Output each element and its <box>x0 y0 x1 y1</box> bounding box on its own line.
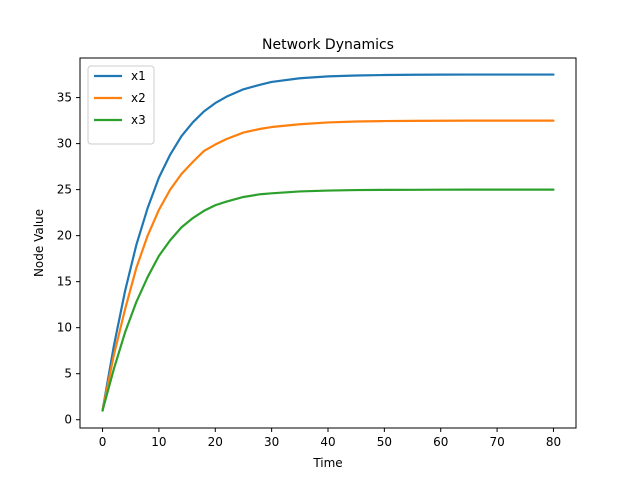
legend-label-x2: x2 <box>131 91 146 105</box>
x-axis: 0 10 20 30 40 50 60 70 80 <box>99 428 561 449</box>
x-tick-label: 70 <box>489 435 504 449</box>
legend: x1 x2 x3 <box>87 65 155 145</box>
x-tick-label: 60 <box>433 435 448 449</box>
x-tick-label: 80 <box>546 435 561 449</box>
x-tick-label: 20 <box>208 435 223 449</box>
series-line-x1 <box>101 73 555 412</box>
y-tick-label: 5 <box>64 367 72 381</box>
x-tick-label: 40 <box>320 435 335 449</box>
x-tick-label: 30 <box>264 435 279 449</box>
x-tick-label: 0 <box>99 435 107 449</box>
y-tick-label: 20 <box>57 229 72 243</box>
legend-label-x1: x1 <box>131 69 146 83</box>
y-axis: 0 5 10 15 20 25 30 35 <box>57 91 80 427</box>
y-tick-label: 0 <box>64 413 72 427</box>
x-tick-label: 10 <box>151 435 166 449</box>
y-tick-label: 25 <box>57 183 72 197</box>
y-tick-label: 30 <box>57 137 72 151</box>
legend-label-x3: x3 <box>131 113 146 127</box>
y-axis-label: Node Value <box>32 209 46 277</box>
plot-series-group <box>101 73 555 412</box>
y-tick-label: 15 <box>57 275 72 289</box>
chart-title: Network Dynamics <box>262 37 394 53</box>
series-line-x3 <box>101 188 555 412</box>
x-tick-label: 50 <box>377 435 392 449</box>
legend-box <box>87 65 155 145</box>
series-line-x2 <box>101 119 555 412</box>
y-tick-label: 10 <box>57 321 72 335</box>
y-tick-label: 35 <box>57 91 72 105</box>
x-axis-label: Time <box>312 456 342 470</box>
